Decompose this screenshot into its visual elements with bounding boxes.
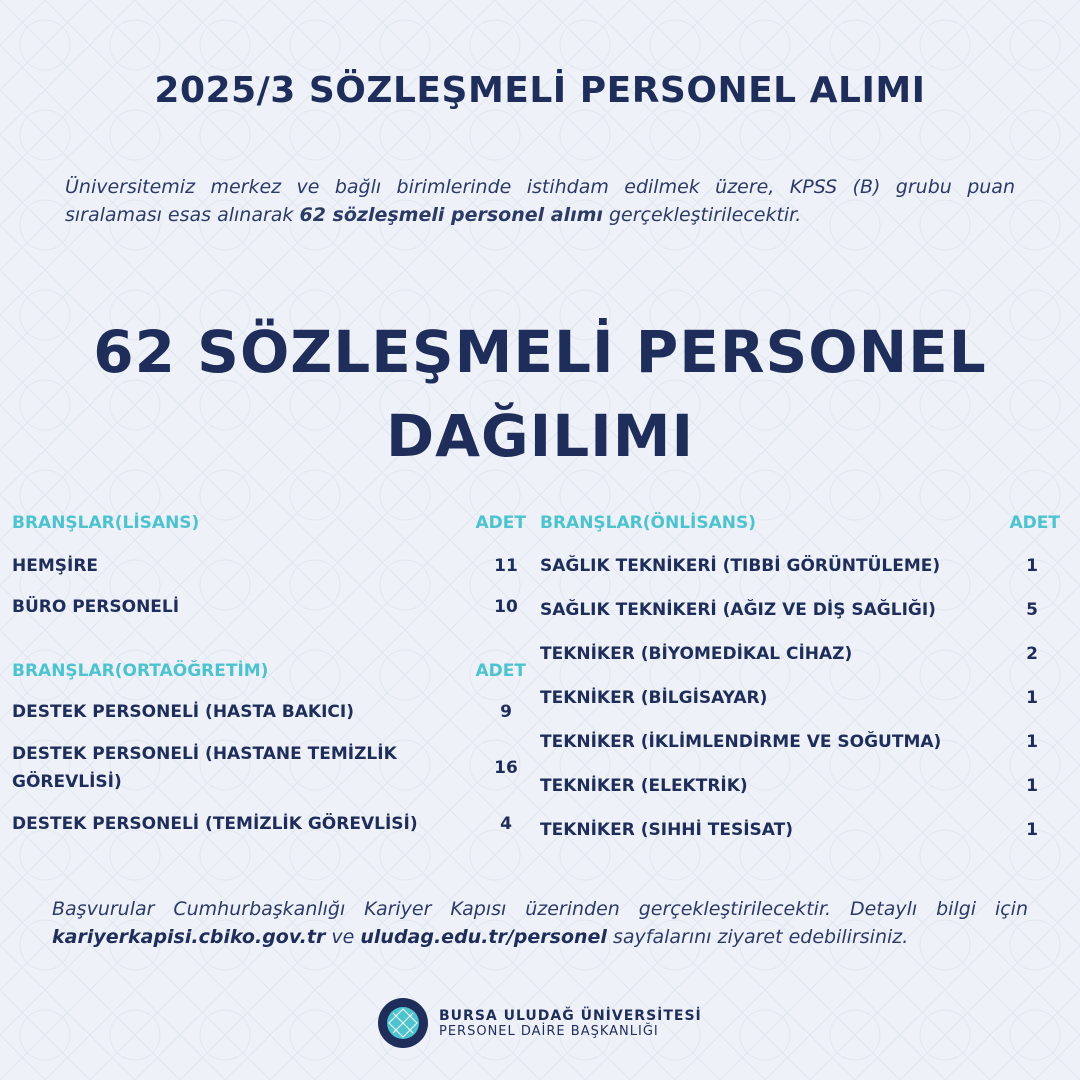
row-name: TEKNİKER (BİYOMEDİKAL CİHAZ) <box>540 644 853 664</box>
row-count: 2 <box>1026 644 1038 664</box>
row-name: DESTEK PERSONELİ (TEMİZLİK GÖREVLİSİ) <box>12 814 418 834</box>
table-row: TEKNİKER (ELEKTRİK) 1 <box>540 764 1060 808</box>
row-name: SAĞLIK TEKNİKERİ (AĞIZ VE DİŞ SAĞLIĞI) <box>540 600 936 620</box>
footer-text: ve <box>325 926 361 948</box>
distribution-title-line1: 62 SÖZLEŞMELİ PERSONEL <box>93 318 987 386</box>
row-name: TEKNİKER (SIHHİ TESİSAT) <box>540 820 793 840</box>
row-count: 5 <box>1026 600 1038 620</box>
row-count: 1 <box>1026 556 1038 576</box>
university-logo: BURSA ULUDAĞ ÜNİVERSİTESİ PERSONEL DAİRE… <box>377 997 702 1049</box>
department-name: PERSONEL DAİRE BAŞKANLIĞI <box>439 1023 659 1039</box>
footer-text: Başvurular Cumhurbaşkanlığı Kariyer Kapı… <box>52 898 1028 920</box>
ortaogretim-table: BRANŞLAR(ORTAÖĞRETİM) ADET DESTEK PERSONE… <box>12 660 526 844</box>
table-row: TEKNİKER (BİYOMEDİKAL CİHAZ) 2 <box>540 632 1060 676</box>
ortaogretim-header: BRANŞLAR(ORTAÖĞRETİM) <box>12 661 269 681</box>
lisans-header: BRANŞLAR(LİSANS) <box>12 513 200 533</box>
row-count: 1 <box>1026 820 1038 840</box>
row-count: 1 <box>1026 732 1038 752</box>
row-name: TEKNİKER (BİLGİSAYAR) <box>540 688 768 708</box>
intro-highlight: 62 sözleşmeli personel alımı <box>299 204 603 226</box>
row-name: SAĞLIK TEKNİKERİ (TIBBİ GÖRÜNTÜLEME) <box>540 556 941 576</box>
uludag-personel-link[interactable]: uludag.edu.tr/personel <box>360 926 607 948</box>
row-name: DESTEK PERSONELİ (HASTA BAKICI) <box>12 702 354 722</box>
row-count: 9 <box>500 702 512 722</box>
row-name: DESTEK PERSONELİ (HASTANE TEMİZLİK GÖREV… <box>12 744 397 792</box>
page-title: 2025/3 SÖZLEŞMELİ PERSONEL ALIMI <box>154 70 926 111</box>
row-count: 10 <box>494 597 518 617</box>
table-row: SAĞLIK TEKNİKERİ (TIBBİ GÖRÜNTÜLEME) 1 <box>540 544 1060 588</box>
table-row: TEKNİKER (BİLGİSAYAR) 1 <box>540 676 1060 720</box>
row-count: 4 <box>500 814 512 834</box>
onlisans-count-header: ADET <box>1009 513 1060 533</box>
intro-text-end: gerçekleştirilecektir. <box>602 204 802 226</box>
intro-text: Üniversitemiz merkez ve bağlı birimlerin… <box>65 176 1015 226</box>
lisans-count-header: ADET <box>475 513 526 533</box>
row-name: TEKNİKER (ELEKTRİK) <box>540 776 748 796</box>
table-row: SAĞLIK TEKNİKERİ (AĞIZ VE DİŞ SAĞLIĞI) 5 <box>540 588 1060 632</box>
table-row: TEKNİKER (SIHHİ TESİSAT) 1 <box>540 808 1060 852</box>
university-seal-icon <box>378 998 428 1048</box>
footer-paragraph: Başvurular Cumhurbaşkanlığı Kariyer Kapı… <box>52 895 1028 951</box>
row-name: TEKNİKER (İKLİMLENDİRME VE SOĞUTMA) <box>540 732 942 752</box>
onlisans-header: BRANŞLAR(ÖNLİSANS) <box>540 513 757 533</box>
table-row: TEKNİKER (İKLİMLENDİRME VE SOĞUTMA) 1 <box>540 720 1060 764</box>
table-row: BÜRO PERSONELİ 10 <box>12 587 526 627</box>
intro-paragraph: Üniversitemiz merkez ve bağlı birimlerin… <box>65 173 1015 229</box>
table-row: HEMŞİRE 11 <box>12 544 526 587</box>
table-row: DESTEK PERSONELİ (HASTA BAKICI) 9 <box>12 692 526 732</box>
row-count: 1 <box>1026 688 1038 708</box>
ortaogretim-count-header: ADET <box>475 661 526 681</box>
row-name: BÜRO PERSONELİ <box>12 597 180 617</box>
row-name: HEMŞİRE <box>12 555 99 576</box>
row-count: 16 <box>494 758 518 778</box>
table-row: DESTEK PERSONELİ (HASTANE TEMİZLİK GÖREV… <box>12 732 526 804</box>
lisans-table: BRANŞLAR(LİSANS) ADET HEMŞİRE 11 BÜRO PERS… <box>12 512 526 627</box>
table-row: DESTEK PERSONELİ (TEMİZLİK GÖREVLİSİ) 4 <box>12 804 526 844</box>
distribution-title: 62 SÖZLEŞMELİ PERSONEL DAĞILIMI <box>0 310 1080 478</box>
onlisans-table: BRANŞLAR(ÖNLİSANS) ADET SAĞLIK TEKNİKERİ … <box>540 512 1060 852</box>
row-count: 11 <box>494 555 518 576</box>
university-name: BURSA ULUDAĞ ÜNİVERSİTESİ <box>439 1007 702 1024</box>
kariyerkapisi-link[interactable]: kariyerkapisi.cbiko.gov.tr <box>52 926 326 948</box>
footer-text: sayfalarını ziyaret edebilirsiniz. <box>606 926 909 948</box>
distribution-title-line2: DAĞILIMI <box>385 402 695 470</box>
row-count: 1 <box>1026 776 1038 796</box>
